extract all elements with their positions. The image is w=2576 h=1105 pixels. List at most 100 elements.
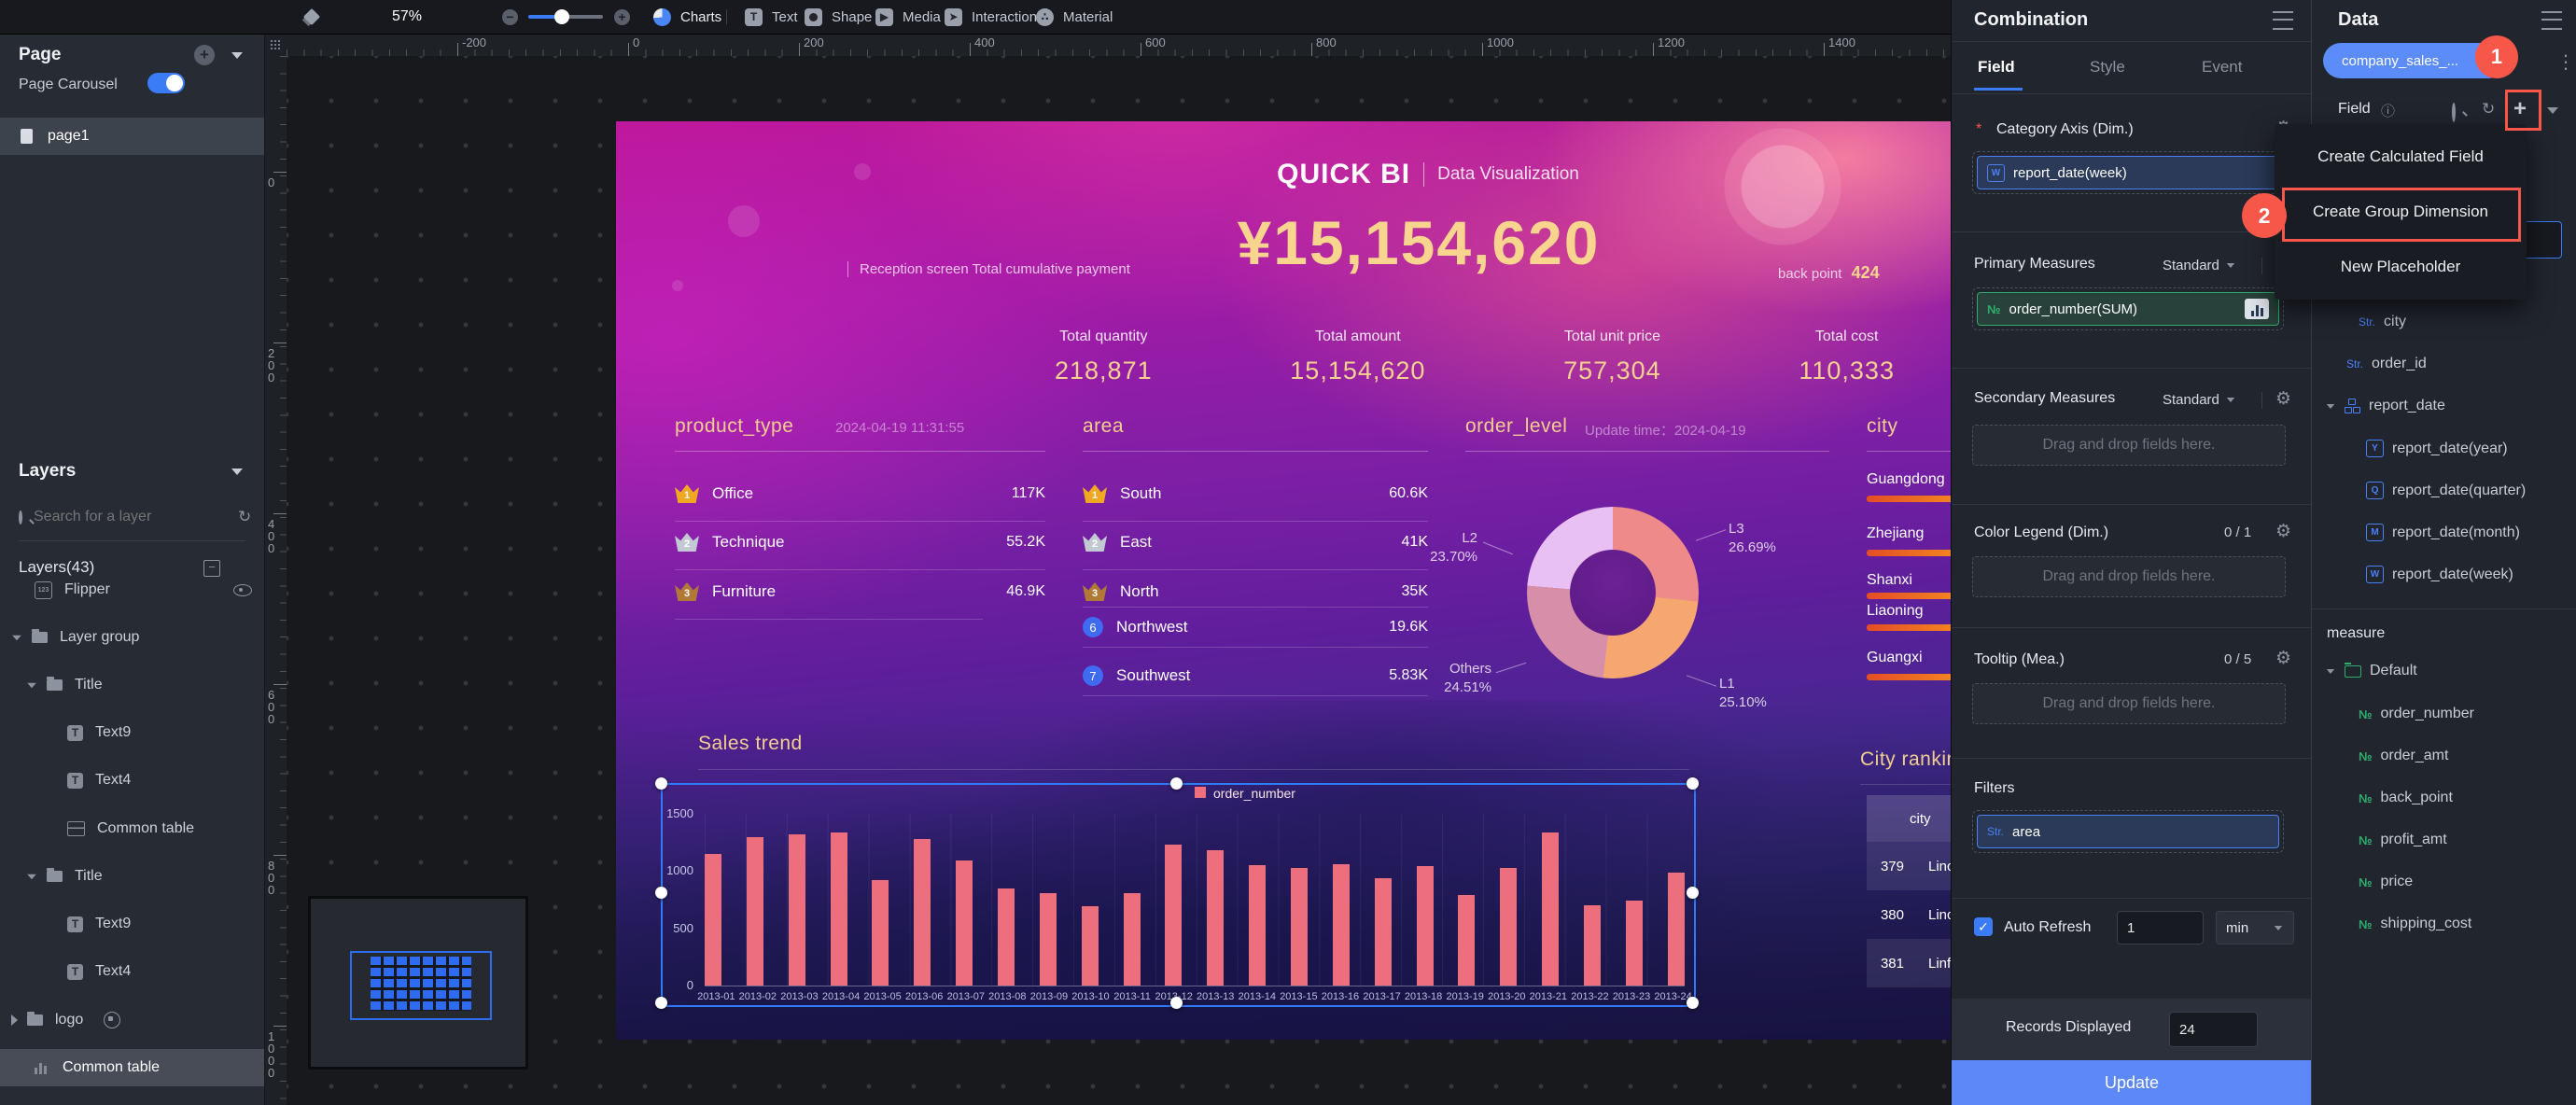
resize-handle-se[interactable] [1687,997,1699,1009]
resize-handle-sw[interactable] [655,997,667,1009]
panel-menu-icon[interactable] [2541,11,2562,30]
tab-event[interactable]: Event [2202,58,2243,76]
expand-caret-icon[interactable] [27,682,36,688]
gear-icon[interactable]: ⚙ [2275,649,2292,668]
layer-search[interactable]: ↻ [19,508,251,526]
expand-caret-icon[interactable] [27,874,36,879]
page-collapse-chevron-icon[interactable] [231,52,243,59]
page-list-item[interactable]: page1 [0,118,264,155]
refresh-icon[interactable]: ↻ [238,508,252,525]
measure-item-price[interactable]: № price [2359,874,2413,890]
toolbar-item-interaction[interactable]: ➤ Interaction [945,0,1037,34]
toolbar-item-text[interactable]: T Text [745,0,798,34]
resize-handle-nw[interactable] [655,777,667,790]
resize-handle-w[interactable] [655,887,667,899]
dimension-item-report-date-quarter[interactable]: Q report_date(quarter) [2366,482,2526,499]
layer-item-title-2[interactable]: Title [0,858,264,895]
widget-city[interactable]: city Guangdong Zhejiang Shanxi Liaoning … [1867,415,1951,695]
toolbar-item-material[interactable]: ∴ Material [1036,0,1113,34]
menu-item-new-placeholder[interactable]: New Placeholder [2340,258,2461,275]
tooltip-dropzone[interactable]: Drag and drop fields here. [1972,683,2286,724]
layer-item-title[interactable]: Title [0,666,264,704]
layer-item-logo[interactable]: logo [0,1001,264,1039]
primary-measures-mode[interactable]: Standard [2163,258,2236,273]
gear-icon[interactable]: ⚙ [2275,389,2292,409]
resize-handle-s[interactable] [1170,997,1183,1009]
tab-field[interactable]: Field [1978,58,2015,76]
zoom-in-button[interactable]: + [614,0,630,34]
dimension-item-report-date[interactable]: report_date [2325,398,2445,414]
editor-canvas[interactable]: QUICK BI Data Visualization Reception sc… [287,56,1951,1105]
layer-item-text9[interactable]: T Text9 [0,714,264,751]
toolbar-item-media[interactable]: ▶ Media [875,0,941,34]
bar-chart-icon[interactable] [2245,299,2269,319]
dimension-item-report-date-week[interactable]: W report_date(week) [2366,566,2513,583]
layer-item-text9-2[interactable]: T Text9 [0,905,264,943]
widget-order-level[interactable]: order_level Update time：2024-04-19 L2 23.… [1430,415,1829,714]
update-button[interactable]: Update [1952,1060,2312,1105]
add-page-button[interactable]: + [194,45,215,65]
ruler-corner[interactable] [264,34,287,56]
info-icon[interactable]: ⓘ [2381,104,2396,119]
measure-item-profit-amt[interactable]: № profit_amt [2359,832,2447,848]
dataset-more-icon[interactable]: ⋮ [2556,52,2576,73]
secondary-measures-dropzone[interactable]: Drag and drop fields here. [1972,425,2286,466]
gear-icon[interactable]: ⚙ [2275,522,2292,541]
measure-folder-default[interactable]: Default [2325,662,2417,679]
toolbar-item-shape[interactable]: Shape [805,0,872,34]
color-legend-dropzone[interactable]: Drag and drop fields here. [1972,556,2286,597]
layer-search-input[interactable] [32,508,229,526]
layers-collapse-chevron-icon[interactable] [231,469,243,475]
measure-item-order-amt[interactable]: № order_amt [2359,748,2448,764]
primary-measures-slot[interactable]: № order_number(SUM) [1972,287,2284,330]
add-field-button[interactable]: + [2513,96,2527,121]
expand-caret-icon[interactable] [2326,668,2335,674]
widget-product-type[interactable]: product_type 2024-04-19 11:31:55 1 Offic… [675,415,1045,686]
field-chip-report-date-week[interactable]: W report_date(week) [1977,156,2279,189]
auto-refresh-unit-select[interactable]: min [2216,911,2294,944]
expand-caret-icon[interactable] [2326,403,2335,409]
resize-handle-n[interactable] [1170,777,1183,790]
expand-caret-icon[interactable] [12,635,21,640]
widget-area[interactable]: area 1 South 60.6K 2 East 41K 3 North 35K 6… [1083,415,1428,696]
resize-handle-ne[interactable] [1687,777,1699,790]
visibility-eye-icon[interactable] [233,584,252,596]
dimension-item-report-date-year[interactable]: Y report_date(year) [2366,440,2508,457]
layer-item-flipper[interactable]: 123 Flipper [0,571,264,608]
dashboard-artboard[interactable]: QUICK BI Data Visualization Reception sc… [616,121,1951,1040]
filter-chip-area[interactable]: Str. area [1977,815,2279,848]
expand-caret-icon[interactable] [11,1014,18,1026]
toolbar-item-charts[interactable]: Charts [653,0,721,34]
lock-target-icon[interactable] [104,1012,121,1028]
selection-rectangle[interactable] [661,783,1696,1007]
dimension-item-order-id[interactable]: Str. order_id [2346,356,2427,372]
field-search-icon[interactable] [2452,103,2456,122]
field-refresh-icon[interactable]: ↻ [2482,100,2496,118]
dimension-item-report-date-month[interactable]: M report_date(month) [2366,524,2520,541]
zoom-slider[interactable] [528,0,603,34]
measure-item-shipping-cost[interactable]: № shipping_cost [2359,916,2471,932]
measure-item-back-point[interactable]: № back_point [2359,790,2453,806]
layer-item-common-table-selected[interactable]: Common table [0,1049,264,1086]
collapse-all-icon[interactable]: − [203,560,220,577]
zoom-slider-knob[interactable] [554,9,569,24]
minimap-viewport[interactable] [350,951,492,1020]
secondary-measures-mode[interactable]: Standard [2163,392,2236,408]
category-axis-slot[interactable]: W report_date(week) [1972,151,2284,194]
panel-menu-icon[interactable] [2273,11,2293,30]
auto-refresh-value-input[interactable] [2117,911,2204,944]
layer-item-common-table[interactable]: Common table [0,810,264,847]
records-displayed-input[interactable] [2169,1012,2258,1047]
dimension-item-city[interactable]: Str. city [2359,314,2406,330]
page-carousel-toggle[interactable] [147,73,185,93]
auto-refresh-checkbox[interactable]: ✓ [1974,917,1993,936]
minimap[interactable] [308,896,528,1070]
filters-slot[interactable]: Str. area [1972,810,2284,853]
layers-stack-icon[interactable] [302,0,321,34]
menu-item-create-calculated-field[interactable]: Create Calculated Field [2317,147,2484,165]
layer-item-layer-group[interactable]: Layer group [0,619,264,656]
layer-item-text4-2[interactable]: T Text4 [0,953,264,990]
measure-item-order-number[interactable]: № order_number [2359,706,2474,722]
add-field-chevron-icon[interactable] [2547,107,2558,114]
zoom-out-button[interactable]: − [502,0,518,34]
